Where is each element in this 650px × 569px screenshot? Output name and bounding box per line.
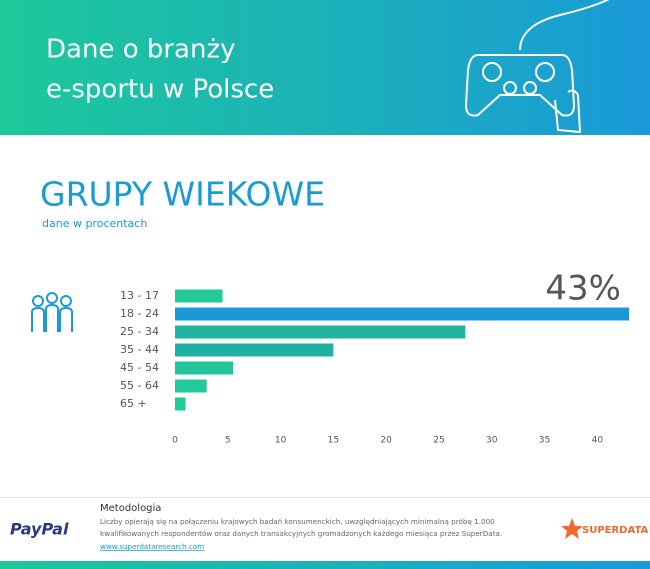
header-band xyxy=(0,0,650,135)
bar-chart: 0 5 10 15 20 25 30 35 40 13 - 17 18 - 24 43% 25 - 34… xyxy=(120,269,629,446)
y-tick-label: 25 - 34 xyxy=(120,325,159,338)
controller-icon xyxy=(464,0,610,134)
people-icon xyxy=(31,292,73,332)
footer-link[interactable]: www.superdataresearch.com xyxy=(100,542,204,551)
header-title: Dane o branży xyxy=(46,35,236,65)
bar xyxy=(175,361,234,375)
y-tick-label: 35 - 44 xyxy=(120,343,159,356)
x-tick-label: 40 xyxy=(592,436,604,446)
footer-text: Liczby opierają się na połączeniu krajow… xyxy=(100,517,495,526)
x-tick-label: 35 xyxy=(539,436,550,446)
x-tick-label: 20 xyxy=(380,436,392,446)
y-tick-label: 45 - 54 xyxy=(120,361,159,374)
y-tick-label: 65 + xyxy=(120,397,147,410)
footer-band xyxy=(0,561,650,569)
superdata-logo: SUPERDATA xyxy=(582,525,648,536)
bar xyxy=(175,397,186,411)
bar xyxy=(175,379,207,393)
x-tick-label: 5 xyxy=(225,436,231,446)
bar xyxy=(175,343,334,357)
x-tick-label: 10 xyxy=(275,436,287,446)
footer-text: kwalifikowanych respondentów oraz danych… xyxy=(100,529,502,538)
y-tick-label: 18 - 24 xyxy=(120,307,159,320)
x-tick-label: 25 xyxy=(433,436,444,446)
y-tick-label: 13 - 17 xyxy=(120,289,159,302)
x-tick-label: 30 xyxy=(486,436,498,446)
bar xyxy=(175,307,629,321)
paypal-logo: PayPal xyxy=(10,520,69,539)
y-tick-label: 55 - 64 xyxy=(120,379,159,392)
x-tick-label: 0 xyxy=(172,436,178,446)
chart-subtitle: dane w procentach xyxy=(42,217,147,230)
superdata-star xyxy=(561,518,583,539)
chart-title: GRUPY WIEKOWE xyxy=(40,175,325,214)
header-title: e-sportu w Polsce xyxy=(46,75,274,105)
value-label: 43% xyxy=(545,269,621,309)
bar xyxy=(175,289,223,303)
bar xyxy=(175,325,466,339)
footer-heading: Metodologia xyxy=(100,503,161,514)
x-tick-label: 15 xyxy=(328,436,339,446)
divider xyxy=(0,497,650,498)
